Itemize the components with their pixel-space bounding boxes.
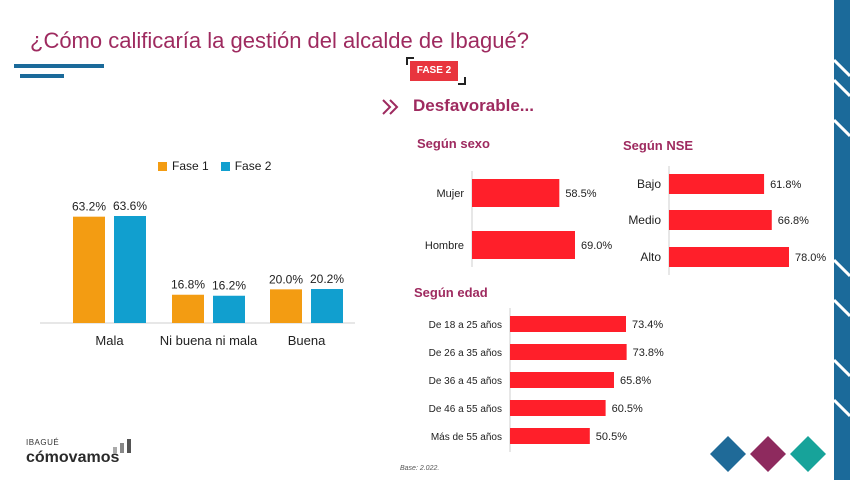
edad-bar-3 [510,400,606,416]
bar-fase2-1 [213,295,245,323]
bar-fase2-2 [311,289,343,323]
category-label-0: Mala [95,333,124,348]
sexo-category-label-1: Hombre [425,240,464,252]
diamond-teal [790,436,826,472]
sexo-value-label-1: 69.0% [581,240,612,252]
bar-value-label-fase2-1: 16.2% [212,279,246,293]
edad-bar-0 [510,316,626,332]
edad-category-label-3: De 46 a 55 años [429,404,502,415]
legend-label-fase2: Fase 2 [234,159,272,173]
nse-value-label-0: 61.8% [770,179,801,191]
bar-fase1-2 [270,289,302,323]
edad-bar-4 [510,428,590,444]
side-stripes [834,0,850,480]
edad-category-label-1: De 26 a 35 años [429,348,502,359]
diamond-purple [750,436,786,472]
sexo-bar-1 [472,231,575,259]
subtitle-sexo: Según sexo [417,136,490,151]
legend-label-fase1: Fase 1 [172,159,209,173]
edad-value-label-1: 73.8% [633,347,664,359]
subtitle-edad: Según edad [414,285,488,300]
nse-value-label-1: 66.8% [778,215,809,227]
edad-category-label-2: De 36 a 45 años [429,376,502,387]
bar-value-label-fase1-0: 63.2% [72,200,106,214]
phase-tag-label: FASE 2 [410,61,458,81]
phase-tag-corner-br [458,77,466,85]
double-chevron-icon [382,99,399,115]
logo-main-text: cómovamos [26,449,120,466]
bar-value-label-fase1-2: 20.0% [269,272,303,286]
logo-top-text: IBAGUÉ [26,438,60,447]
edad-value-label-4: 50.5% [596,431,627,443]
category-label-1: Ni buena ni mala [160,333,258,348]
sexo-bar-0 [472,179,560,207]
chart-legend: Fase 1 Fase 2 [158,159,271,173]
legend-item-fase1: Fase 1 [158,159,209,173]
phase-tag: FASE 2 [406,57,466,85]
nse-value-label-2: 78.0% [795,252,826,264]
nse-bar-0 [669,174,765,194]
logo-bars-icon [113,439,131,453]
nse-category-label-1: Medio [628,213,661,227]
base-note: Base: 2.022. [400,465,440,472]
edad-category-label-4: Más de 55 años [431,432,502,443]
decorative-diamonds [710,436,826,472]
decorative-line-top [14,64,104,68]
nse-bar-2 [669,247,789,267]
bar-value-label-fase2-0: 63.6% [113,199,147,213]
nse-bar-1 [669,210,772,230]
logo: IBAGUÉ cómovamos [26,438,119,467]
edad-value-label-3: 60.5% [612,403,643,415]
page-title: ¿Cómo calificaría la gestión del alcalde… [30,28,529,53]
bar-fase1-0 [73,216,105,323]
legend-item-fase2: Fase 2 [220,159,272,173]
legend-swatch-fase1 [158,161,167,171]
bar-fase2-0 [114,216,146,323]
subtitle-nse: Según NSE [623,138,694,153]
section-title-text: Desfavorable... [413,96,534,115]
edad-value-label-0: 73.4% [632,319,663,331]
edad-category-label-0: De 18 a 25 años [429,320,502,331]
bar-value-label-fase2-2: 20.2% [310,272,344,286]
decorative-line-bottom [20,74,64,78]
category-label-2: Buena [288,333,326,348]
bar-value-label-fase1-1: 16.8% [171,278,205,292]
edad-bar-2 [510,372,614,388]
section-title: Desfavorable... [383,96,534,116]
sexo-category-label-0: Mujer [436,188,464,200]
sexo-value-label-0: 58.5% [565,188,596,200]
bar-fase1-1 [172,294,204,323]
legend-swatch-fase2 [220,161,230,171]
edad-bar-1 [510,344,627,360]
diamond-blue [710,436,746,472]
edad-value-label-2: 65.8% [620,375,651,387]
nse-category-label-0: Bajo [637,177,661,191]
nse-category-label-2: Alto [640,250,661,264]
phase-tag-corner-tl [406,57,414,65]
